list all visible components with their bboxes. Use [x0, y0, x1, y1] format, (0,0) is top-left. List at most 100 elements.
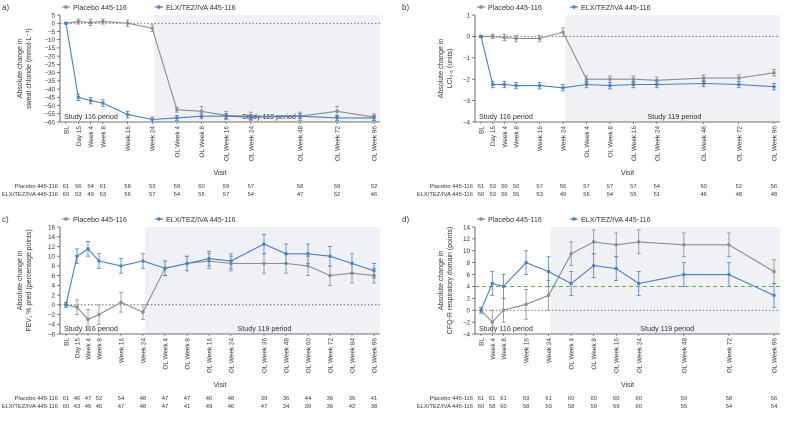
- n-table-cell: 53: [536, 192, 542, 198]
- n-table: Placebo 445-116 61 56 54 61 58 53 59 60 59 57 58 59 5…: [2, 184, 377, 198]
- n-table-cell: 36: [283, 396, 289, 402]
- n-table-cell: 61: [100, 184, 106, 190]
- x-axis-label: Visit: [621, 382, 634, 389]
- data-point-placebo: [125, 21, 130, 25]
- x-tick-label: Day 15: [490, 126, 497, 147]
- x-tick-label: OL Week 16: [631, 126, 638, 162]
- period-label-119: Study 119 period: [640, 324, 694, 333]
- x-tick-label: OL Week 48: [298, 126, 305, 162]
- n-table-cell: 59: [681, 396, 687, 402]
- x-tick-label: BL: [479, 126, 486, 134]
- data-point-elx: [150, 117, 154, 122]
- data-point-elx: [199, 114, 204, 118]
- x-tick-label: OL Week 84: [350, 338, 357, 374]
- legend-elx-marker: [572, 5, 576, 9]
- legend-placebo-label: Placebo 445-116: [73, 3, 127, 12]
- n-table-cell: 56: [124, 192, 130, 198]
- y-tick-label: −15: [44, 45, 55, 52]
- n-table: Placebo 445-116 61 61 61 59 61 60 60 60 60 59 58 56 E…: [417, 396, 778, 410]
- n-table-cell: 55: [630, 192, 636, 198]
- n-table-cell: 57: [536, 184, 542, 190]
- y-tick-label: −45: [44, 95, 55, 102]
- n-table-cell: 56: [560, 184, 566, 190]
- data-point-elx: [372, 116, 376, 120]
- n-table-cell: 46: [228, 404, 234, 410]
- x-tick-label: OL Week 96: [772, 126, 779, 162]
- y-tick-label: −60: [44, 119, 55, 126]
- n-table-cell: 55: [513, 192, 519, 198]
- n-table: Placebo 445-116 61 53 50 50 57 56 57 57 57 54 50 52 5…: [417, 184, 777, 198]
- n-table-cell: 39: [261, 396, 267, 402]
- n-table-cell: 45: [96, 404, 102, 410]
- y-tick-label: −4: [48, 322, 56, 329]
- data-point-elx: [229, 259, 233, 263]
- y-tick-label: 16: [48, 224, 56, 231]
- y-tick-label: −2: [463, 77, 471, 84]
- x-tick-label: OL Week 48: [284, 338, 291, 374]
- x-tick-label: OL Week 4: [569, 338, 576, 370]
- n-table-cell: 59: [613, 404, 619, 410]
- data-point-placebo: [335, 109, 339, 114]
- n-table-cell: 56: [771, 184, 777, 190]
- data-point-elx: [490, 281, 494, 286]
- n-table-cell: 41: [184, 404, 190, 410]
- data-point-elx: [86, 247, 90, 251]
- panel-b: b) Placebo 445-116 ELX/TEZ/IVA 445-116 1 0 −1…: [402, 3, 780, 198]
- x-tick-label: BL: [64, 338, 71, 346]
- n-table-cell: 57: [607, 184, 613, 190]
- n-table-cell: 57: [248, 184, 254, 190]
- n-table-cell: 56: [583, 192, 589, 198]
- n-table-row-label: Placebo 445-116: [15, 184, 58, 190]
- data-point-elx: [608, 83, 612, 88]
- n-table-cell: 36: [327, 396, 333, 402]
- data-point-placebo: [97, 312, 101, 317]
- legend: Placebo 445-116 ELX/TEZ/IVA 445-116: [62, 215, 236, 224]
- legend: Placebo 445-116 ELX/TEZ/IVA 445-116: [477, 215, 651, 224]
- data-point-placebo: [591, 240, 596, 244]
- x-tick-label: OL Week 60: [306, 338, 313, 374]
- n-table-cell: 52: [334, 192, 340, 198]
- y-axis-label: Absolute change in: [438, 39, 445, 99]
- n-table-cell: 58: [523, 404, 529, 410]
- data-point-placebo: [491, 34, 495, 39]
- y-tick-label: 2: [51, 292, 55, 299]
- x-tick-label: Week 8: [514, 126, 521, 148]
- n-table-cell: 46: [85, 404, 91, 410]
- x-tick-label: Week 8: [100, 126, 107, 148]
- legend: Placebo 445-116 ELX/TEZ/IVA 445-116: [477, 3, 651, 12]
- y-tick-label: 12: [463, 236, 471, 243]
- data-point-elx: [514, 83, 518, 88]
- x-tick-label: OL Week 36: [262, 338, 269, 374]
- y-tick-label: −40: [44, 86, 55, 93]
- y-tick-label: −20: [44, 53, 55, 60]
- data-point-placebo: [306, 264, 310, 268]
- data-point-elx: [372, 269, 376, 273]
- y-tick-label: −35: [44, 78, 55, 85]
- n-table-cell: 54: [654, 184, 661, 190]
- data-point-placebo: [561, 30, 565, 34]
- x-tick-label: Week 16: [119, 338, 126, 364]
- y-tick-label: −5: [48, 29, 56, 36]
- data-point-elx: [125, 112, 130, 117]
- data-point-elx: [546, 269, 551, 274]
- series-line-placebo: [480, 241, 775, 323]
- y-axis-label: sweat chloride (mmol·L⁻¹): [26, 28, 33, 109]
- data-point-placebo: [501, 308, 506, 312]
- x-tick-label: OL Week 72: [726, 338, 733, 374]
- n-table-cell: 59: [523, 396, 529, 402]
- x-tick-label: Day 15: [76, 126, 83, 147]
- data-point-placebo: [537, 36, 542, 41]
- n-table-cell: 60: [478, 404, 484, 410]
- legend-elx-marker: [572, 217, 576, 221]
- n-table-cell: 47: [85, 396, 91, 402]
- data-point-placebo: [584, 77, 589, 81]
- legend-placebo-marker: [64, 5, 68, 9]
- n-table-cell: 53: [149, 184, 155, 190]
- n-table-cell: 58: [124, 184, 130, 190]
- x-tick-label: OL Week 24: [229, 338, 236, 374]
- study-119-shade: [154, 15, 380, 122]
- period-label-116: Study 116 period: [64, 324, 118, 333]
- n-table-cell: 52: [736, 184, 742, 190]
- n-table-cell: 60: [63, 192, 69, 198]
